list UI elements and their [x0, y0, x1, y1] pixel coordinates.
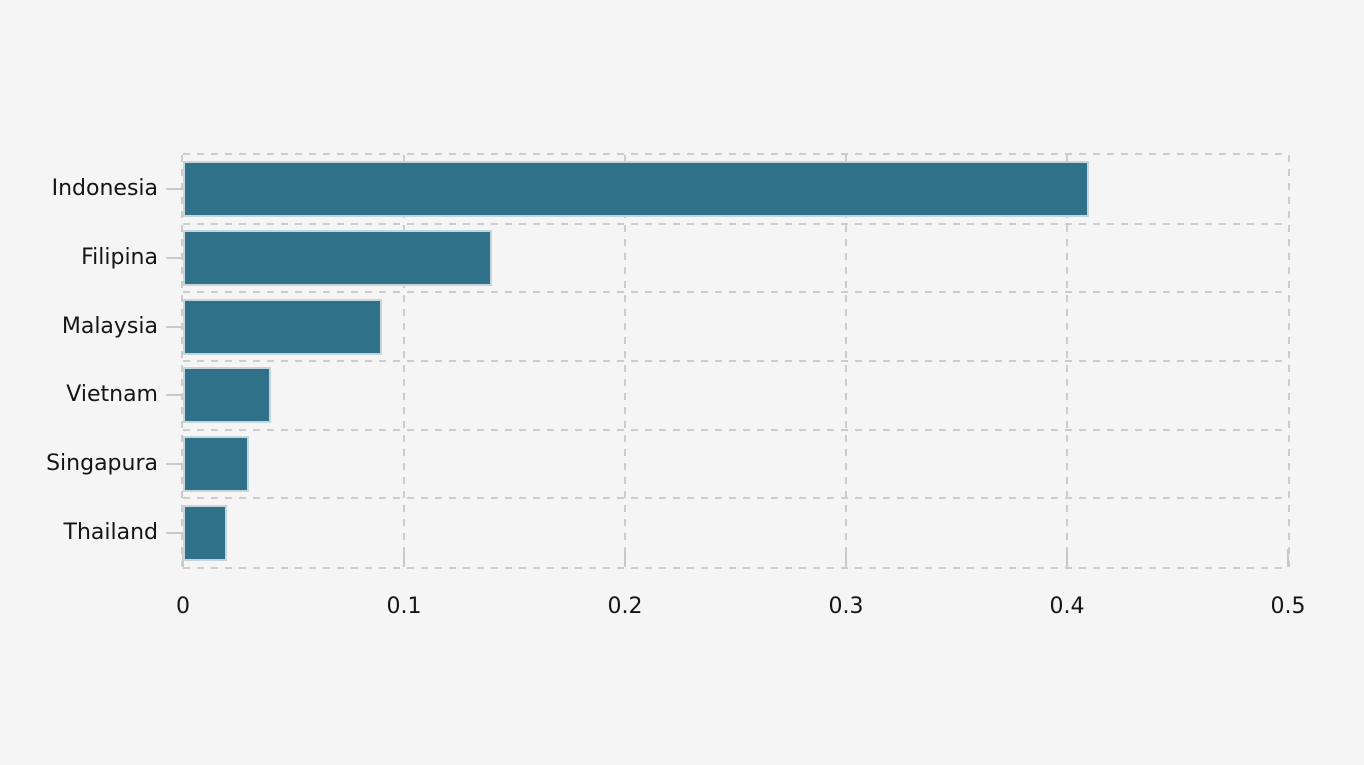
y-gridline	[183, 497, 1288, 500]
bar-singapura	[183, 436, 250, 492]
bar-indonesia	[183, 161, 1090, 218]
y-tick-label: Singapura	[46, 451, 158, 476]
y-tick-mark	[166, 531, 183, 534]
y-tick-mark	[166, 463, 183, 465]
x-tick-label: 0.3	[828, 594, 864, 619]
y-tick-label: Thailand	[63, 519, 158, 545]
y-gridline	[183, 222, 1288, 225]
x-tick-label: 0.4	[1049, 594, 1085, 619]
x-tick-label: 0.5	[1270, 594, 1306, 619]
y-gridline	[183, 428, 1288, 431]
y-tick-mark	[166, 394, 183, 397]
x-tick-label: 0	[176, 594, 190, 619]
x-tick-mark	[403, 549, 405, 567]
y-tick-label: Indonesia	[51, 176, 158, 202]
y-gridline	[183, 291, 1288, 294]
plot-border-top	[183, 153, 1288, 155]
x-tick-label: 0.2	[607, 594, 643, 619]
x-tick-label: 0.1	[386, 594, 422, 619]
y-tick-mark	[166, 188, 183, 191]
bar-filipina	[183, 230, 493, 286]
bar-malaysia	[183, 298, 382, 355]
plot-border-left	[181, 155, 183, 567]
plot-border-bottom	[183, 567, 1288, 569]
y-tick-mark	[166, 257, 183, 259]
y-tick-mark	[166, 325, 183, 328]
y-tick-label: Vietnam	[66, 382, 158, 408]
plot-border-right	[1288, 155, 1290, 567]
x-tick-mark	[624, 549, 626, 567]
plot-area	[166, 153, 1290, 569]
y-tick-label: Malaysia	[61, 313, 158, 339]
x-tick-mark	[845, 549, 847, 567]
bar-thailand	[183, 504, 228, 561]
y-tick-label: Filipina	[81, 245, 158, 270]
y-gridline	[183, 360, 1288, 362]
bar-vietnam	[183, 367, 272, 424]
x-tick-mark	[1066, 549, 1068, 567]
x-tick-mark	[1287, 549, 1289, 567]
